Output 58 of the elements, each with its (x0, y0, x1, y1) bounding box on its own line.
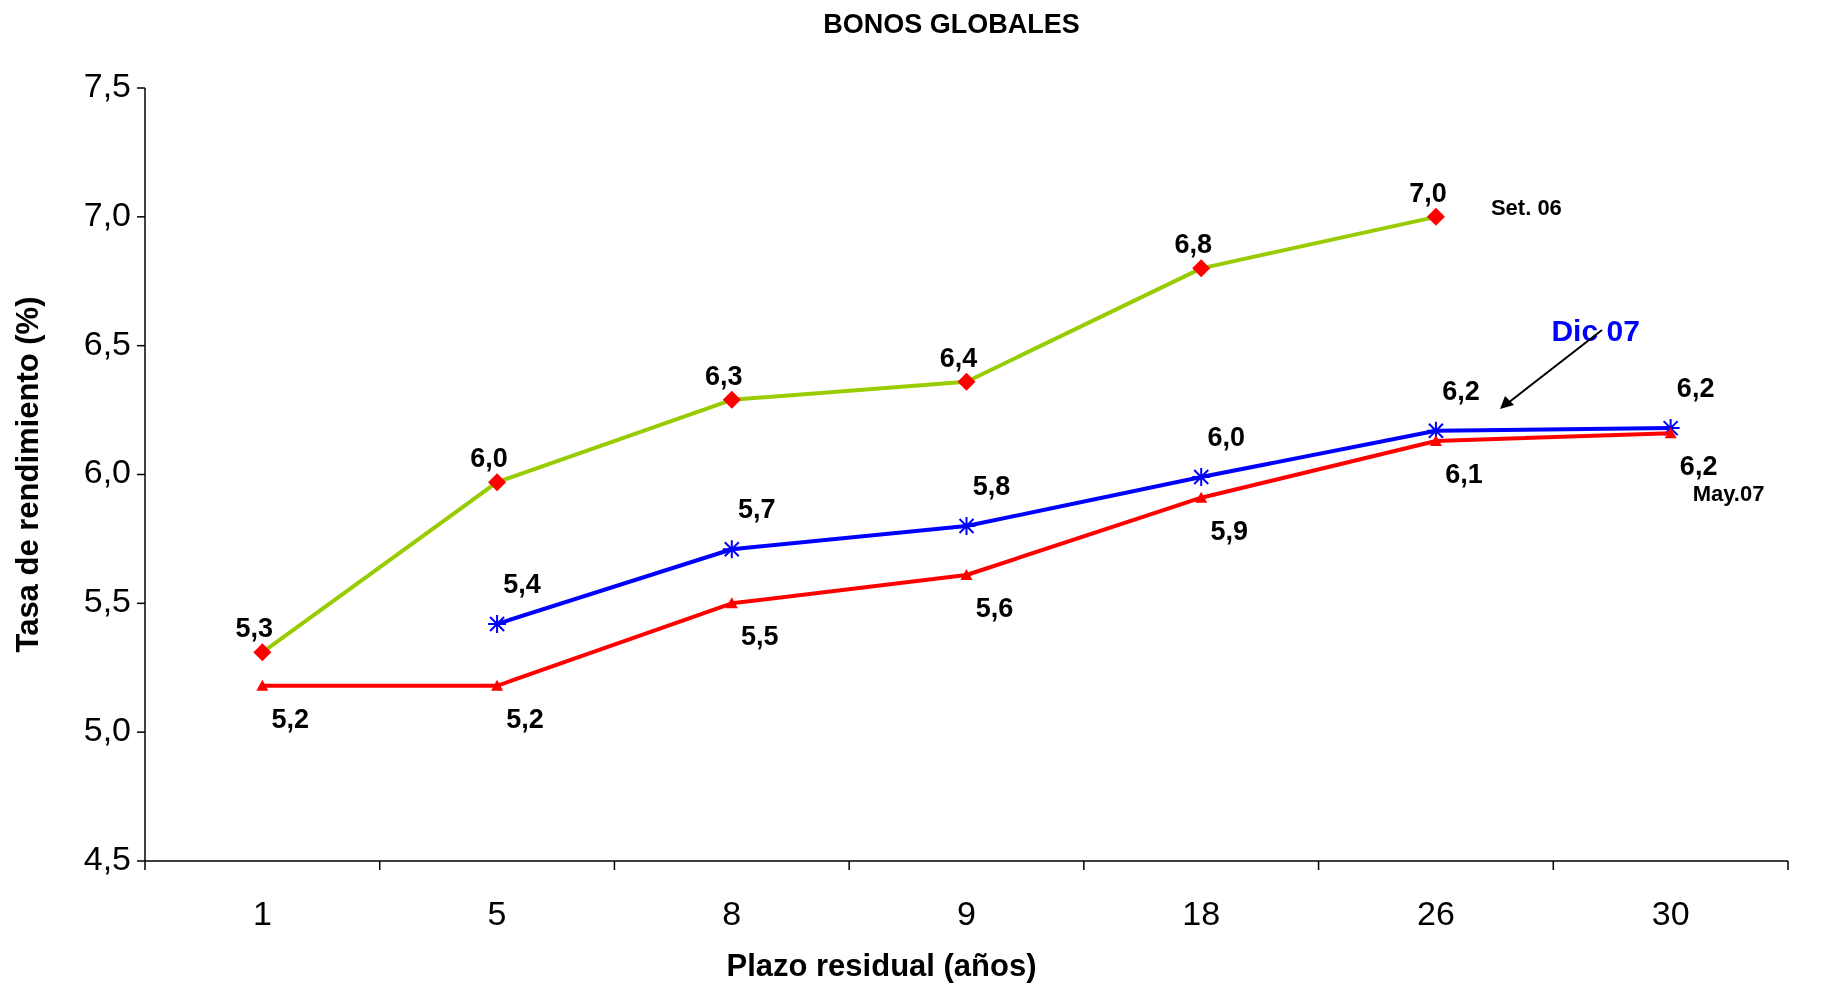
point (1664, 427, 1677, 439)
point (1191, 467, 1212, 488)
x-tick-label: 5 (487, 893, 507, 932)
point (957, 372, 976, 391)
y-tick-label: 4,5 (83, 838, 131, 877)
data-label: 6,0 (470, 443, 508, 474)
point (253, 643, 272, 662)
data-label: 5,8 (972, 471, 1011, 502)
data-label: 6,4 (939, 342, 978, 373)
data-label: 5,3 (235, 613, 274, 644)
x-tick-label: 8 (722, 893, 742, 932)
point (960, 568, 973, 580)
data-label: 6,2 (1676, 373, 1715, 404)
y-tick-label: 7,0 (83, 194, 131, 233)
data-label: 7,0 (1409, 177, 1447, 208)
data-label: 5,2 (271, 703, 310, 734)
point (1192, 259, 1211, 278)
text: Set. 06 (1490, 194, 1562, 220)
point (722, 390, 741, 409)
data-label: 5,6 (975, 593, 1014, 624)
data-label: 6,2 (1442, 375, 1480, 406)
data-label: 5,2 (506, 703, 544, 734)
point (488, 473, 507, 492)
text: Dic 07 (1551, 314, 1640, 348)
data-label: 5,4 (503, 569, 541, 600)
text: May.07 (1692, 481, 1765, 507)
point (1426, 207, 1445, 226)
y-tick-label: 7,5 (83, 65, 131, 104)
chart-title: BONOS GLOBALES (823, 9, 1080, 40)
point (487, 613, 508, 634)
x-tick-label: 18 (1182, 893, 1221, 932)
y-axis-title: Tasa de rendimiento (%) (10, 296, 46, 653)
point (1425, 420, 1446, 441)
data-label: 5,9 (1210, 515, 1248, 546)
point (725, 597, 738, 609)
point (256, 679, 269, 691)
point (1195, 491, 1208, 503)
data-label: 6,2 (1679, 451, 1718, 482)
data-label: 6,8 (1174, 229, 1212, 260)
data-label: 6,1 (1445, 459, 1483, 490)
point (491, 679, 504, 691)
point (1660, 418, 1681, 439)
data-label: 6,3 (705, 360, 743, 391)
y-tick-label: 6,5 (83, 323, 131, 362)
data-label: 6,0 (1207, 422, 1245, 453)
point (1429, 435, 1442, 446)
x-tick-label: 1 (252, 893, 272, 932)
point (721, 539, 742, 560)
y-tick-label: 5,5 (83, 581, 131, 620)
x-tick-label: 26 (1417, 893, 1455, 932)
x-axis-title: Plazo residual (años) (726, 948, 1037, 984)
y-tick-label: 6,0 (83, 452, 131, 491)
x-tick-label: 30 (1651, 893, 1690, 932)
y-tick-label: 5,0 (83, 710, 131, 749)
data-label: 5,5 (741, 621, 779, 652)
point (956, 516, 977, 537)
data-label: 5,7 (738, 494, 776, 525)
x-tick-label: 9 (957, 893, 976, 932)
